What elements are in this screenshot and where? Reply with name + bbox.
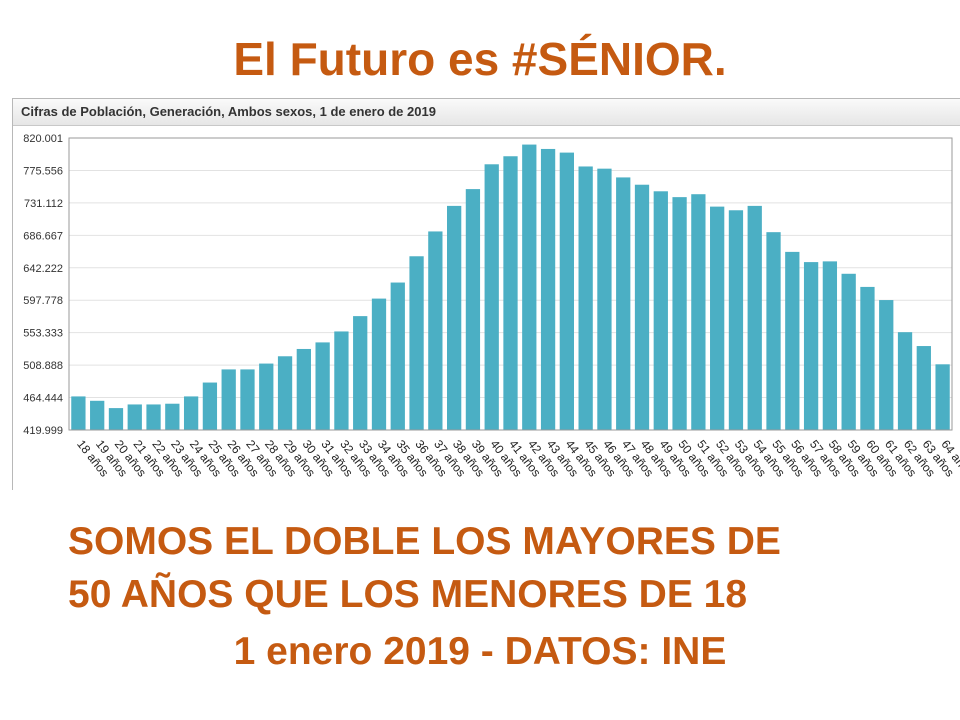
bar-56-años <box>785 251 800 430</box>
bar-26-años <box>221 369 236 430</box>
y-tick-label: 642.222 <box>23 263 63 275</box>
bar-52-años <box>710 206 725 430</box>
bar-36-años <box>409 256 424 430</box>
chart-bars <box>71 144 950 431</box>
bar-25-años <box>202 382 218 430</box>
bar-29-años <box>277 356 293 430</box>
bar-41-años <box>503 156 518 430</box>
bar-53-años <box>728 210 744 430</box>
y-tick-label: 597.778 <box>23 295 63 307</box>
bar-39-años <box>465 189 481 430</box>
bar-43-años <box>540 148 556 430</box>
bar-28-años <box>259 363 274 430</box>
bar-42-años <box>522 144 537 431</box>
y-tick-label: 775.556 <box>23 165 63 177</box>
bar-45-años <box>578 166 593 430</box>
y-tick-label: 419.999 <box>23 425 63 437</box>
bar-50-años <box>672 197 687 430</box>
y-tick-label: 464.444 <box>23 393 63 405</box>
bar-24-años <box>183 396 199 430</box>
bar-22-años <box>146 404 161 430</box>
headline: El Futuro es #SÉNIOR. <box>233 33 727 85</box>
bar-49-años <box>653 191 668 430</box>
bar-37-años <box>428 231 443 430</box>
bar-54-años <box>747 205 762 430</box>
y-tick-label: 508.888 <box>23 360 63 372</box>
bar-35-años <box>390 282 405 430</box>
bar-44-años <box>559 152 575 431</box>
chart-header: Cifras de Población, Generación, Ambos s… <box>13 98 960 126</box>
message-line-2: 50 AÑOS QUE LOS MENORES DE 18 <box>68 573 748 616</box>
bar-57-años <box>803 262 819 430</box>
bar-32-años <box>334 331 349 430</box>
bar-34-años <box>371 298 387 430</box>
source-line: 1 enero 2019 - DATOS: INE <box>233 630 727 673</box>
y-tick-label: 820.001 <box>23 133 63 145</box>
bar-48-años <box>634 184 650 430</box>
bar-19-años <box>90 400 105 430</box>
bar-27-años <box>240 369 255 430</box>
y-tick-label: 553.333 <box>23 328 63 340</box>
bar-21-años <box>127 404 142 430</box>
chart-panel: Cifras de Población, Generación, Ambos s… <box>12 98 960 490</box>
bar-64-años <box>935 364 950 430</box>
y-axis-ticks: 419.999 464.444 508.888 553.333 597.778 642.2… <box>23 133 63 437</box>
plot-area-frame <box>68 137 953 431</box>
bar-59-años <box>841 273 856 430</box>
bar-63-años <box>916 346 931 430</box>
bar-18-años <box>71 396 86 430</box>
bar-61-años <box>879 300 894 430</box>
bar-55-años <box>766 232 781 430</box>
bar-51-años <box>691 194 706 430</box>
bar-31-años <box>315 342 330 430</box>
bar-62-años <box>897 332 913 430</box>
bar-33-años <box>353 316 368 430</box>
bar-38-años <box>446 205 462 430</box>
bar-23-años <box>165 403 180 430</box>
bar-40-años <box>484 164 499 430</box>
y-tick-label: 686.667 <box>23 230 63 242</box>
message-line-1: SOMOS EL DOBLE LOS MAYORES DE <box>68 520 781 563</box>
main-message: SOMOS EL DOBLE LOS MAYORES DE 50 AÑOS QU… <box>68 515 781 621</box>
population-bar-chart: 419.999 464.444 508.888 553.333 597.778 642.2… <box>23 133 960 479</box>
bar-20-años <box>108 408 124 430</box>
y-tick-label: 731.112 <box>24 198 63 210</box>
chart-title: Cifras de Población, Generación, Ambos s… <box>21 104 436 119</box>
bar-30-años <box>296 348 311 430</box>
bar-46-años <box>597 168 612 430</box>
bar-47-años <box>616 177 631 430</box>
bar-60-años <box>860 286 875 430</box>
bar-58-años <box>822 261 838 430</box>
